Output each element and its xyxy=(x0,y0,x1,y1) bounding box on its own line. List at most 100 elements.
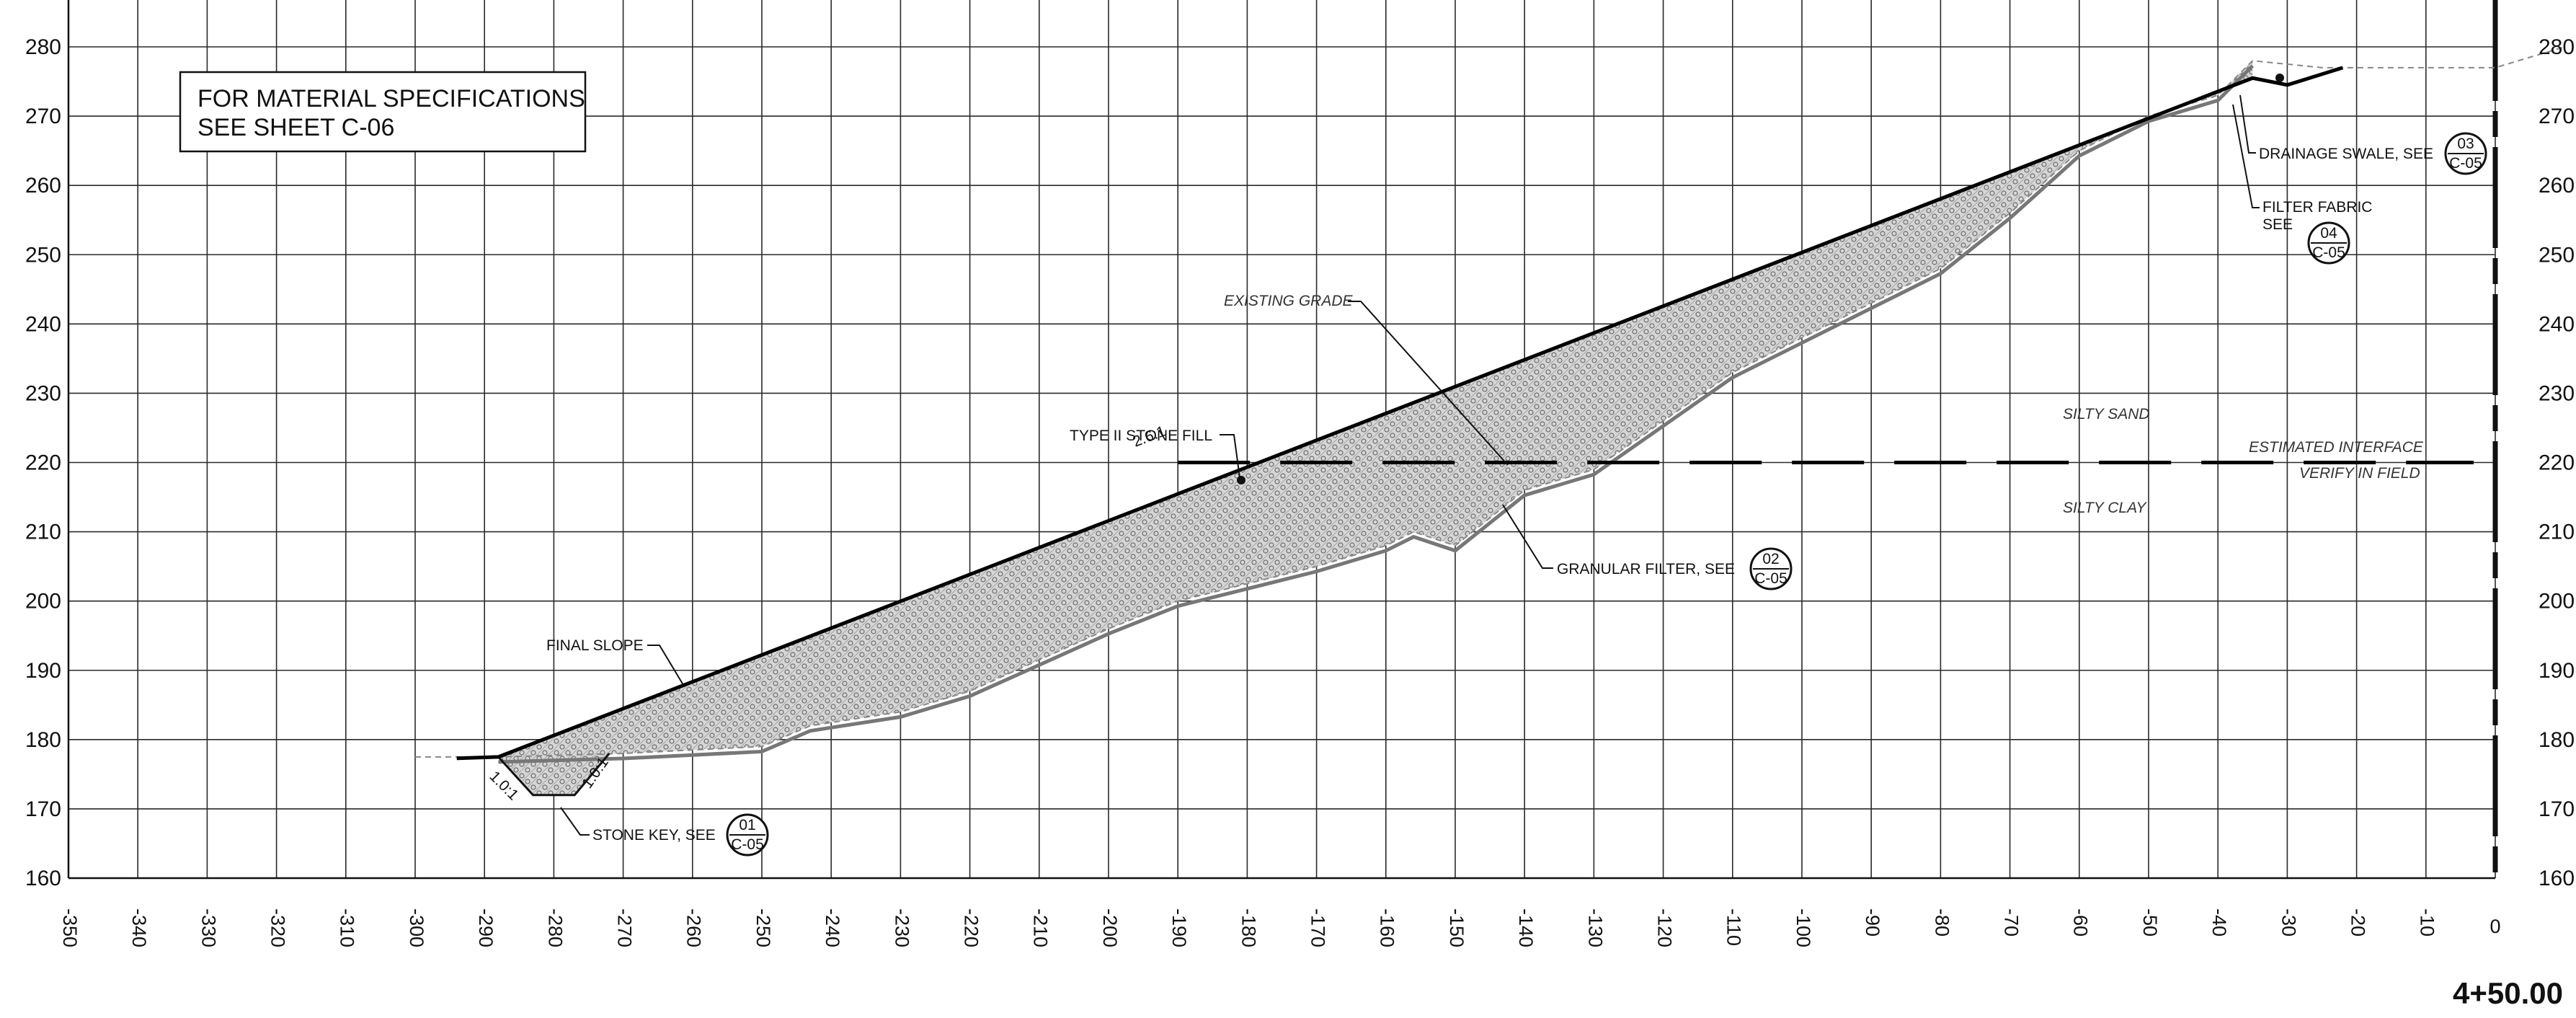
x-tick-label: -350 xyxy=(59,908,81,947)
y-tick-label-right: 220 xyxy=(2539,451,2575,475)
stone-key-leader xyxy=(560,807,590,836)
x-tick-label: -120 xyxy=(1653,908,1675,947)
stone-key-ref-bottom: C-05 xyxy=(731,836,764,853)
stone-key-outline xyxy=(497,753,610,797)
silty-clay-label: SILTY CLAY xyxy=(2063,500,2148,516)
note-line-1: FOR MATERIAL SPECIFICATIONS xyxy=(197,85,585,112)
filter-fabric-ref-top: 04 xyxy=(2320,225,2337,242)
y-tick-label-left: 260 xyxy=(25,174,61,198)
x-tick-label: -170 xyxy=(1307,908,1328,947)
stone-key-detail-ref: 01 C-05 xyxy=(726,813,769,857)
y-tick-label-left: 170 xyxy=(25,797,61,821)
y-tick-label-left: 270 xyxy=(25,105,61,128)
x-tick-label: -330 xyxy=(197,908,219,947)
y-tick-label-right: 190 xyxy=(2539,659,2575,683)
stone-fill-area xyxy=(498,61,2253,795)
y-tick-label-right: 250 xyxy=(2539,243,2575,267)
y-tick-label-left: 230 xyxy=(25,381,61,405)
x-tick-label: -210 xyxy=(1030,908,1052,947)
station-label: 4+50.00 xyxy=(2453,976,2563,1010)
y-tick-label-right: 160 xyxy=(2539,867,2575,890)
drainage-swale-ref-bottom: C-05 xyxy=(2449,155,2482,172)
x-tick-label: -230 xyxy=(891,908,912,947)
x-tick-label: -140 xyxy=(1515,908,1537,947)
y-tick-label-right: 270 xyxy=(2539,105,2575,128)
x-tick-label: -150 xyxy=(1446,908,1467,947)
y-tick-label-left: 280 xyxy=(25,35,61,59)
x-tick-label: -340 xyxy=(128,908,150,947)
granular-filter-ref-top: 02 xyxy=(1762,551,1779,567)
type-ii-marker xyxy=(1237,476,1245,484)
x-tick-label: -240 xyxy=(822,908,843,947)
x-tick-label: -310 xyxy=(337,908,358,947)
y-tick-label-right: 230 xyxy=(2539,381,2575,405)
x-tick-label: -110 xyxy=(1723,908,1745,946)
granular-filter-detail-ref: 02 C-05 xyxy=(1749,547,1793,590)
y-tick-label-left: 220 xyxy=(25,451,61,475)
y-tick-label-right: 210 xyxy=(2539,521,2575,544)
x-tick-label: -50 xyxy=(2139,908,2161,937)
x-tick-label: -160 xyxy=(1377,908,1398,947)
stone-key-label: STONE KEY, SEE xyxy=(592,827,716,844)
granular-filter-band xyxy=(498,64,2255,764)
x-tick-label: -280 xyxy=(544,908,566,947)
granular-filter-leader xyxy=(1502,504,1553,569)
x-tick-label: -320 xyxy=(267,908,288,947)
x-tick-label: -60 xyxy=(2070,908,2092,937)
stone-key-ref-top: 01 xyxy=(739,817,755,833)
filter-fabric-label-1: FILTER FABRIC xyxy=(2262,199,2372,216)
y-tick-label-right: 170 xyxy=(2539,797,2575,821)
x-tick-label: -290 xyxy=(475,908,497,947)
y-tick-label-left: 200 xyxy=(25,590,61,614)
type-ii-leader xyxy=(1220,434,1240,478)
x-tick-label: -300 xyxy=(406,908,427,947)
final-slope-label: FINAL SLOPE xyxy=(546,637,644,654)
final-slope-line xyxy=(456,66,2344,761)
profile-lines xyxy=(415,46,2565,797)
x-tick-label: -200 xyxy=(1099,908,1121,947)
filter-fabric-leader xyxy=(2232,104,2260,208)
drainage-swale-marker xyxy=(2275,74,2284,82)
x-tick-label: -260 xyxy=(683,908,705,947)
axis-ticks: -350 -340 -330 -320 -310 -300 -290 -280 -270 -260… xyxy=(25,35,2575,947)
y-tick-label-right: 180 xyxy=(2539,728,2575,752)
y-tick-label-right: 260 xyxy=(2539,174,2575,198)
stone-fill-polygon xyxy=(498,61,2253,795)
y-tick-label-left: 180 xyxy=(25,728,61,752)
granular-filter-label: GRANULAR FILTER, SEE xyxy=(1557,561,1735,577)
filter-fabric-detail-ref: 04 C-05 xyxy=(2307,221,2350,265)
y-tick-label-left: 250 xyxy=(25,243,61,267)
x-tick-label: 0 xyxy=(2490,916,2500,937)
x-tick-label: -250 xyxy=(752,908,774,947)
x-tick-label: -90 xyxy=(1862,908,1883,937)
drainage-swale-leader xyxy=(2239,94,2256,154)
y-tick-label-left: 240 xyxy=(25,312,61,336)
drainage-swale-detail-ref: 03 C-05 xyxy=(2444,132,2487,175)
x-tick-label: -40 xyxy=(2208,908,2230,937)
x-tick-label: -270 xyxy=(613,908,635,947)
verify-in-field-label: VERIFY IN FIELD xyxy=(2299,465,2420,482)
estimated-interface-label: ESTIMATED INTERFACE xyxy=(2249,439,2424,456)
existing-grade-label: EXISTING GRADE xyxy=(1224,293,1354,309)
y-tick-label-right: 200 xyxy=(2539,590,2575,614)
x-tick-label: -20 xyxy=(2347,908,2368,937)
x-tick-label: -80 xyxy=(1931,908,1953,937)
y-tick-label-left: 190 xyxy=(25,659,61,683)
x-tick-label: -190 xyxy=(1168,908,1190,947)
filter-fabric-label-2: SEE xyxy=(2262,216,2293,233)
filter-fabric-ref-bottom: C-05 xyxy=(2312,244,2345,261)
y-tick-label-right: 280 xyxy=(2539,35,2575,59)
type-ii-stone-fill-label: TYPE II STONE FILL xyxy=(1070,428,1212,444)
x-tick-label: -100 xyxy=(1793,908,1814,947)
x-tick-label: -180 xyxy=(1238,908,1259,947)
x-tick-label: -30 xyxy=(2278,908,2299,937)
y-tick-label-right: 240 xyxy=(2539,312,2575,336)
x-tick-label: -130 xyxy=(1584,908,1606,947)
drainage-swale-label: DRAINAGE SWALE, SEE xyxy=(2259,146,2433,162)
x-tick-label: -10 xyxy=(2417,908,2438,937)
drainage-swale-ref-top: 03 xyxy=(2457,136,2474,152)
silty-sand-label: SILTY SAND xyxy=(2063,406,2150,422)
x-tick-label: -70 xyxy=(2000,908,2022,937)
granular-filter-ref-bottom: C-05 xyxy=(1754,570,1787,587)
